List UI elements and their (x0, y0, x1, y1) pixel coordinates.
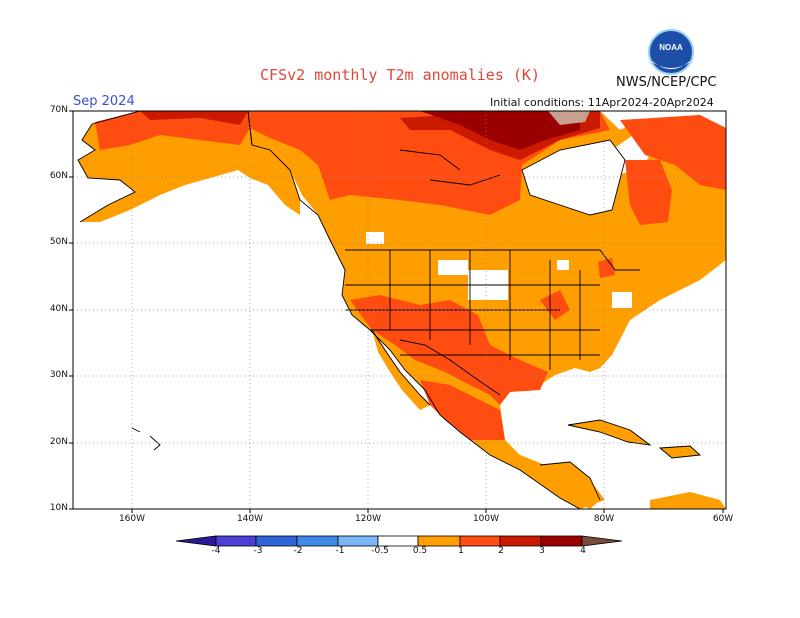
white-patch (366, 232, 384, 244)
land-hispaniola (660, 446, 700, 458)
initial-conditions: Initial conditions: 11Apr2024-20Apr2024 (490, 96, 714, 109)
lon-label: 100W (472, 514, 500, 524)
lon-label: 120W (354, 514, 382, 524)
red-midwest-patch (540, 290, 570, 320)
colorbar-label: -0.5 (371, 546, 389, 556)
darkred-yukon (140, 111, 248, 125)
map-title: CFSv2 monthly T2m anomalies (K) (260, 66, 540, 84)
colorbar-segment (499, 535, 542, 547)
colorbar-segment (255, 535, 298, 547)
white-patch (438, 260, 468, 275)
colorbar-label: -1 (335, 546, 345, 556)
red-ne-patch (598, 258, 615, 278)
colorbar-segment (377, 535, 419, 547)
colorbar-label: 0.5 (412, 546, 428, 556)
land-greenland (690, 130, 726, 180)
forecast-month: Sep 2024 (73, 94, 135, 109)
land-cuba (568, 420, 650, 445)
axis-ticks (69, 110, 724, 513)
colorbar-label: -3 (253, 546, 263, 556)
hudson-bay (522, 140, 625, 215)
brown-arctic (548, 111, 590, 125)
red-southwest (350, 295, 548, 405)
lon-label: 80W (593, 514, 615, 524)
lat-label: 20N (49, 437, 68, 447)
colorbar-label: 2 (498, 546, 504, 556)
deepred-arctic (420, 111, 580, 150)
lat-label: 30N (49, 370, 68, 380)
white-patch (612, 292, 632, 308)
lat-label: 50N (49, 237, 68, 247)
colorbar-label: -4 (211, 546, 221, 556)
colorbar-segment (215, 535, 257, 547)
lon-label: 60W (712, 514, 734, 524)
agency-label: NWS/NCEP/CPC (616, 75, 717, 90)
colorbar (175, 535, 623, 547)
lon-label: 140W (236, 514, 264, 524)
grid-lines (73, 111, 726, 509)
lon-label: 160W (118, 514, 146, 524)
colorbar-label: -2 (293, 546, 303, 556)
land-south-america (650, 492, 726, 509)
red-mexico (420, 380, 505, 440)
colorbar-segment (296, 535, 339, 547)
colorbar-segment (459, 535, 501, 547)
boundaries (77, 111, 702, 509)
colorbar-label: 3 (539, 546, 545, 556)
white-patch (557, 260, 569, 270)
red-quebec (625, 160, 672, 225)
lat-label: 10N (49, 503, 68, 513)
colorbar-arrow-high (581, 535, 623, 547)
colorbar-label: 1 (458, 546, 464, 556)
land-central-america (540, 462, 600, 509)
colorbar-label: 4 (580, 546, 586, 556)
lat-label: 40N (49, 304, 68, 314)
colorbar-segment (540, 535, 583, 547)
colorbar-segment (337, 535, 379, 547)
lat-label: 60N (49, 171, 68, 181)
colorbar-arrow-low (175, 535, 217, 547)
colorbar-segment (417, 535, 461, 547)
lat-label: 70N (49, 105, 68, 115)
